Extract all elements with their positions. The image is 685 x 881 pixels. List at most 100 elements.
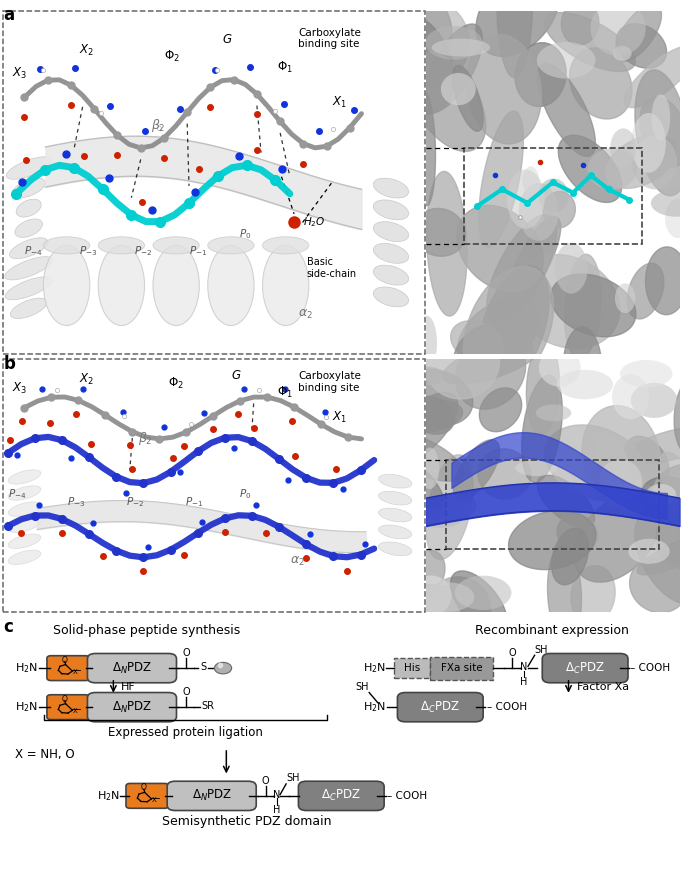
Circle shape — [214, 663, 232, 674]
Ellipse shape — [613, 46, 632, 61]
Ellipse shape — [632, 113, 666, 173]
Ellipse shape — [5, 277, 52, 300]
Ellipse shape — [441, 73, 476, 105]
Polygon shape — [497, 0, 532, 78]
Ellipse shape — [455, 575, 512, 610]
Ellipse shape — [414, 366, 443, 385]
Text: $\Phi_1$: $\Phi_1$ — [277, 385, 293, 400]
Polygon shape — [375, 12, 454, 115]
Ellipse shape — [10, 238, 48, 259]
Text: $X_3$: $X_3$ — [12, 381, 27, 396]
Ellipse shape — [262, 237, 309, 254]
Text: $\alpha_2$: $\alpha_2$ — [290, 555, 305, 568]
Ellipse shape — [421, 582, 475, 612]
Polygon shape — [458, 298, 539, 371]
Text: S: S — [200, 662, 206, 672]
Text: $G$: $G$ — [223, 33, 233, 46]
Text: $P_{-2}$: $P_{-2}$ — [125, 495, 144, 509]
Ellipse shape — [12, 178, 45, 198]
Text: Expressed protein ligation: Expressed protein ligation — [108, 726, 263, 739]
Text: – COOH: – COOH — [630, 663, 671, 673]
Text: $P_{-1}$: $P_{-1}$ — [184, 495, 203, 509]
Ellipse shape — [8, 470, 41, 485]
Ellipse shape — [10, 298, 47, 319]
Polygon shape — [396, 400, 462, 433]
Text: $G$: $G$ — [231, 369, 241, 382]
Polygon shape — [507, 217, 561, 306]
Text: – COOH: – COOH — [387, 791, 427, 801]
Text: $\Phi_1$: $\Phi_1$ — [277, 60, 293, 76]
Text: Semisynthetic PDZ domain: Semisynthetic PDZ domain — [162, 815, 331, 827]
Polygon shape — [423, 24, 482, 112]
Ellipse shape — [373, 200, 409, 220]
Polygon shape — [515, 42, 566, 107]
Text: $\beta_2$: $\beta_2$ — [138, 431, 153, 448]
Ellipse shape — [5, 256, 53, 280]
FancyBboxPatch shape — [88, 692, 177, 722]
Polygon shape — [547, 545, 582, 642]
Polygon shape — [574, 493, 660, 582]
Text: O: O — [183, 687, 190, 698]
Polygon shape — [558, 136, 622, 203]
Text: O: O — [62, 655, 68, 664]
Ellipse shape — [646, 484, 676, 506]
Text: X = NH, O: X = NH, O — [15, 748, 75, 761]
Ellipse shape — [373, 222, 409, 241]
Text: $P_{-2}$: $P_{-2}$ — [134, 244, 152, 258]
Polygon shape — [625, 427, 685, 464]
Polygon shape — [545, 12, 636, 71]
Text: SR: SR — [202, 700, 214, 711]
Polygon shape — [384, 392, 458, 466]
Polygon shape — [390, 1, 469, 87]
Polygon shape — [660, 452, 685, 535]
Text: $P_0$: $P_0$ — [239, 227, 251, 241]
Ellipse shape — [153, 246, 199, 326]
Text: $P_{-1}$: $P_{-1}$ — [189, 244, 207, 258]
Ellipse shape — [632, 136, 677, 189]
Polygon shape — [616, 4, 662, 61]
Text: $\Phi_2$: $\Phi_2$ — [164, 48, 179, 64]
Polygon shape — [637, 533, 685, 575]
FancyBboxPatch shape — [430, 656, 493, 679]
Text: Carboxylate
binding site: Carboxylate binding site — [298, 371, 361, 393]
Text: $X_2$: $X_2$ — [79, 43, 95, 58]
Polygon shape — [624, 46, 685, 107]
Text: $X_3$: $X_3$ — [12, 66, 27, 81]
Polygon shape — [443, 339, 541, 384]
Ellipse shape — [620, 360, 673, 388]
Polygon shape — [512, 255, 620, 349]
Text: $\Delta_N$PDZ: $\Delta_N$PDZ — [112, 700, 152, 714]
Polygon shape — [625, 436, 669, 485]
FancyBboxPatch shape — [88, 654, 177, 683]
Polygon shape — [656, 501, 685, 570]
Text: N: N — [521, 662, 527, 672]
Text: $\Delta_C$PDZ: $\Delta_C$PDZ — [421, 700, 460, 714]
FancyBboxPatch shape — [299, 781, 384, 811]
Text: $\alpha_2$: $\alpha_2$ — [298, 307, 313, 321]
FancyBboxPatch shape — [397, 692, 483, 722]
Polygon shape — [537, 475, 595, 528]
Text: SH: SH — [286, 774, 299, 783]
Ellipse shape — [628, 539, 670, 564]
Polygon shape — [394, 0, 452, 64]
Ellipse shape — [373, 287, 409, 307]
Ellipse shape — [373, 243, 409, 263]
Ellipse shape — [615, 284, 636, 313]
Text: H$_2$N: H$_2$N — [15, 662, 38, 675]
Text: $X_1$: $X_1$ — [332, 94, 347, 110]
FancyBboxPatch shape — [47, 655, 90, 680]
Text: $\Delta_C$PDZ: $\Delta_C$PDZ — [321, 788, 361, 803]
Ellipse shape — [537, 42, 595, 78]
Ellipse shape — [16, 199, 41, 217]
Polygon shape — [563, 327, 602, 409]
Polygon shape — [451, 571, 508, 634]
Text: O: O — [262, 776, 269, 786]
Text: a: a — [3, 6, 14, 24]
Text: c: c — [3, 618, 13, 636]
Text: $\Delta_C$PDZ: $\Delta_C$PDZ — [565, 661, 605, 676]
Text: H: H — [273, 804, 281, 815]
Ellipse shape — [612, 374, 649, 419]
Polygon shape — [640, 97, 685, 167]
Text: Carboxylate
binding site: Carboxylate binding site — [298, 28, 361, 49]
Ellipse shape — [416, 315, 437, 370]
